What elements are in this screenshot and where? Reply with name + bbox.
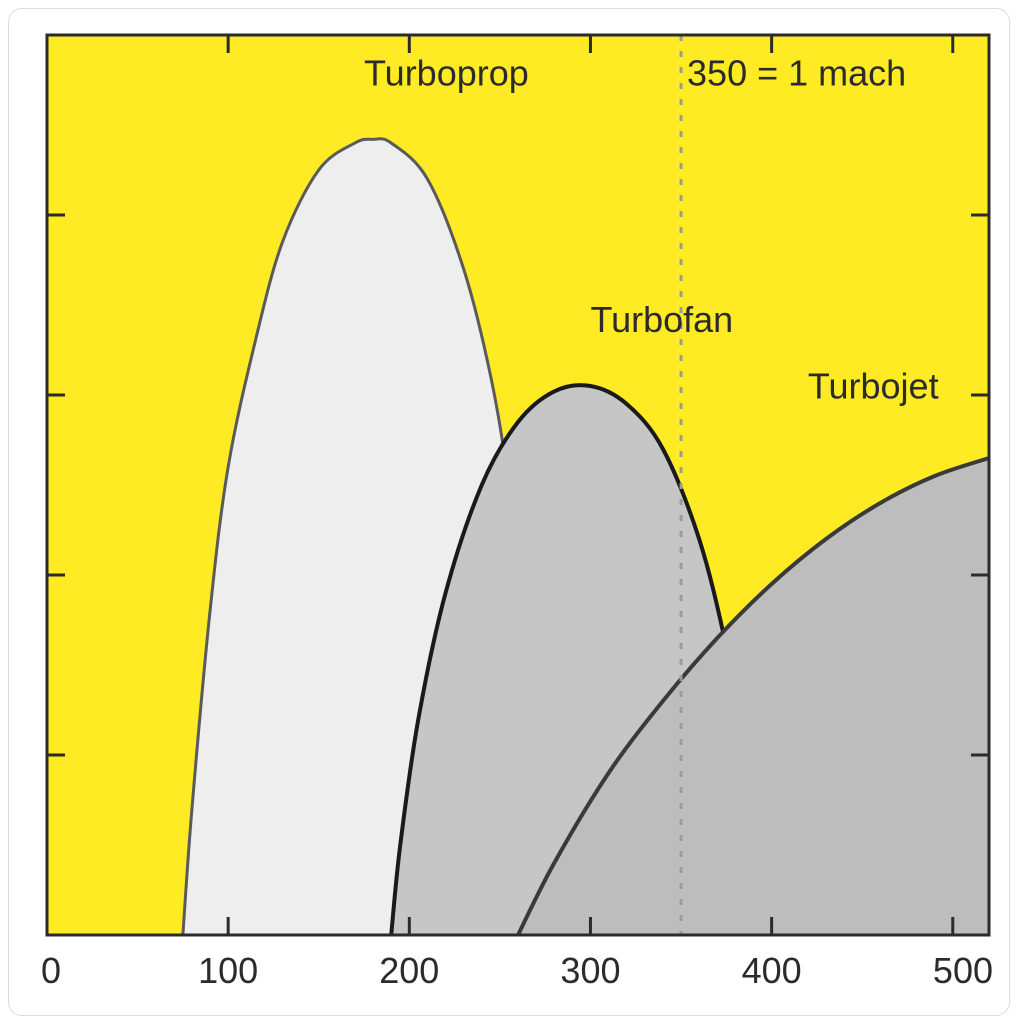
series-label-turbofan: Turbofan — [590, 299, 733, 340]
x-tick-label: 300 — [560, 950, 620, 991]
x-tick-label: 200 — [379, 950, 439, 991]
mach-1-label: 350 = 1 mach — [687, 52, 906, 93]
chart-card: 0 100 200 300 400 500 Turboprop Turbofan Turboje… — [8, 8, 1010, 1016]
series-label-turboprop: Turboprop — [364, 52, 529, 93]
x-tick-label: 400 — [742, 950, 802, 991]
series-label-turbojet: Turbojet — [808, 366, 939, 407]
x-tick-label: 0 — [41, 950, 61, 991]
x-tick-label: 100 — [198, 950, 258, 991]
engine-efficiency-chart: 0 100 200 300 400 500 Turboprop Turbofan Turboje… — [27, 27, 993, 999]
x-tick-label: 500 — [933, 950, 993, 991]
